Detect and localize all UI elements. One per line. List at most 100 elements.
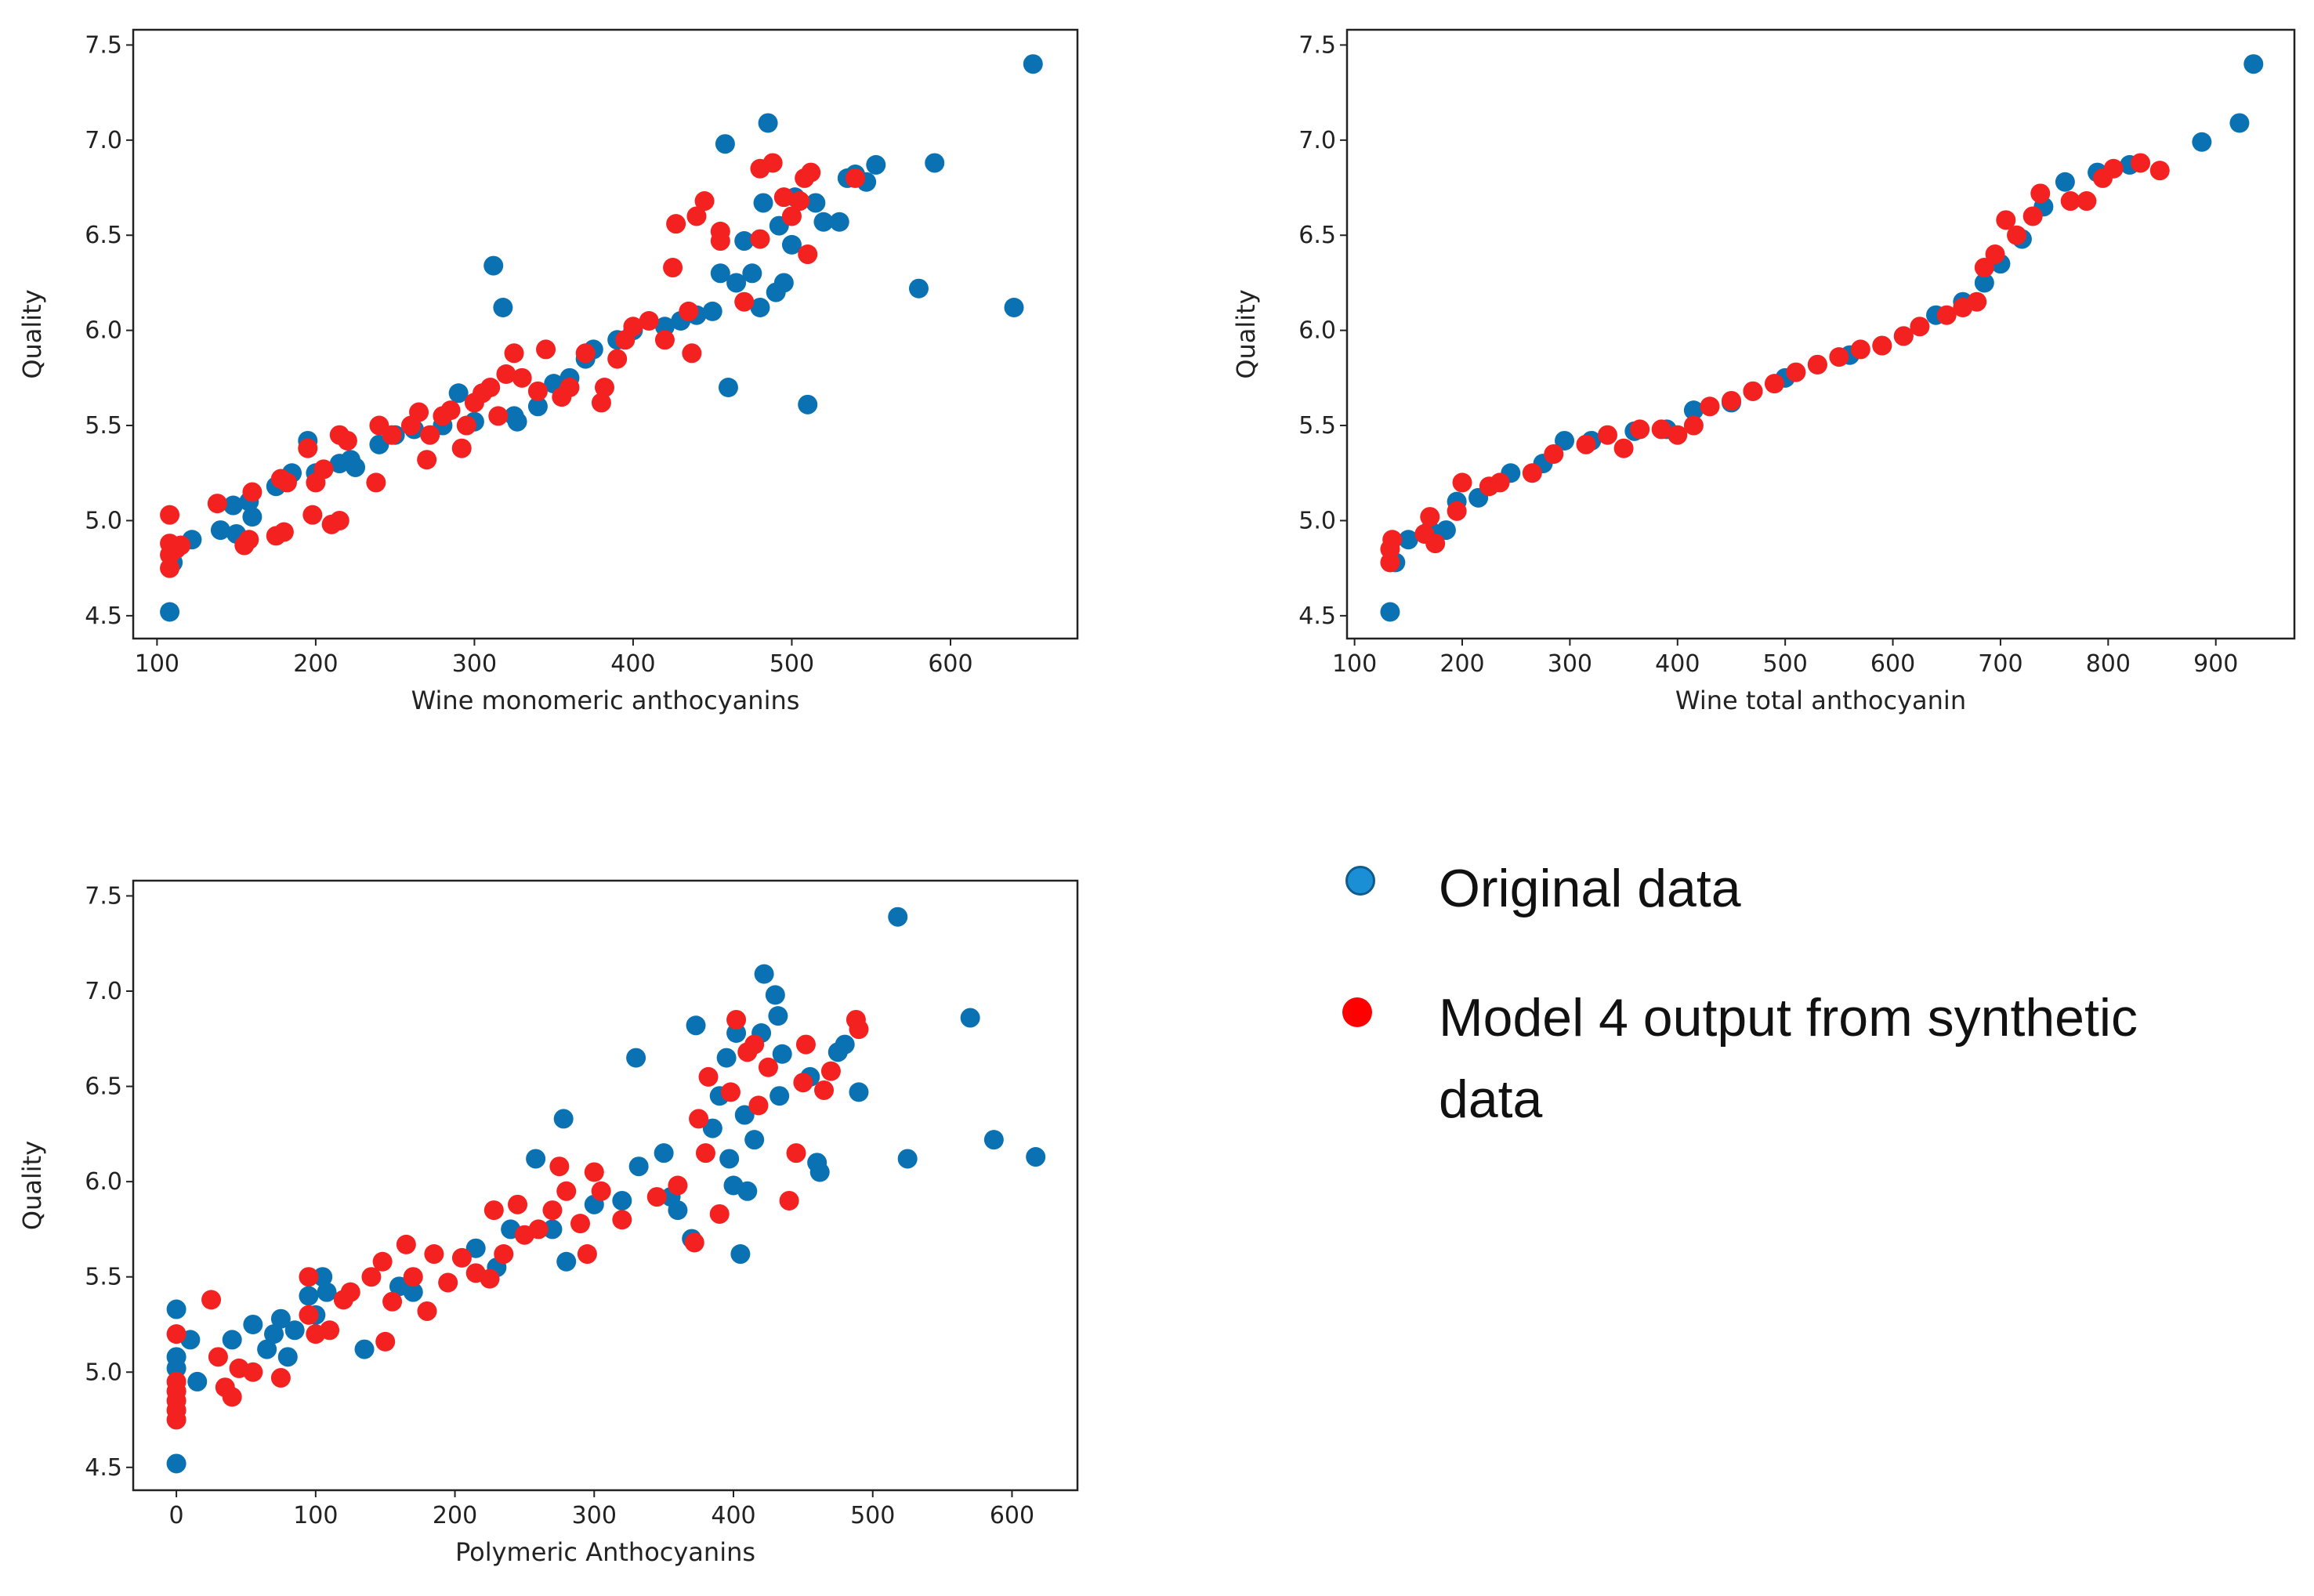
model-output-point — [1985, 244, 2005, 265]
original-data-point — [734, 231, 755, 252]
model-output-point — [508, 1194, 528, 1214]
model-output-point — [382, 425, 402, 445]
original-data-point — [758, 113, 778, 133]
model-output-point — [2030, 183, 2051, 204]
model-output-point — [679, 301, 699, 321]
model-output-point — [594, 377, 614, 397]
model-output-point — [654, 330, 675, 350]
model-output-point — [417, 450, 437, 470]
y-tick-label: 5.0 — [85, 507, 122, 534]
model-output-point — [512, 367, 532, 388]
x-tick-label: 500 — [770, 650, 814, 678]
model-output-point — [845, 168, 865, 188]
x-tick-label: 300 — [572, 1502, 617, 1529]
model-output-point — [577, 1244, 597, 1265]
model-output-point — [361, 1267, 382, 1287]
original-data-point — [277, 1347, 298, 1367]
model-output-point — [612, 1210, 632, 1230]
plot-frame — [132, 28, 1079, 640]
model-output-point — [2149, 161, 2170, 181]
model-output-point — [734, 291, 755, 312]
model-output-point — [242, 482, 263, 502]
original-data-point — [313, 1267, 333, 1287]
original-data-point — [556, 1251, 577, 1272]
model-output-point — [1967, 291, 1987, 312]
y-tick-label: 7.5 — [1298, 31, 1336, 59]
original-data-point — [628, 1156, 649, 1177]
original-data-point — [270, 1308, 291, 1329]
model-output-point — [298, 438, 318, 458]
scatter-plot-1: 100 200 300 400 500 600 4.5 5.0 5.5 6.0 6.5 7.0 7.5 W… — [17, 28, 1079, 715]
model-output-point — [1452, 472, 1472, 493]
model-output-point — [166, 1371, 186, 1392]
model-output-point — [666, 214, 686, 234]
original-data-point — [798, 394, 818, 414]
original-data-point — [1380, 602, 1400, 622]
model-output-point — [786, 1143, 806, 1164]
original-data-point — [166, 1299, 186, 1319]
y-tick-label: 5.0 — [85, 1359, 122, 1386]
x-tick-label: 100 — [135, 650, 179, 678]
original-data-point — [983, 1130, 1004, 1150]
model-output-point — [591, 393, 611, 413]
model-output-point — [559, 377, 580, 397]
model-output-point — [1893, 326, 1914, 346]
original-data-point — [626, 1048, 646, 1068]
model-output-point — [451, 438, 472, 458]
x-tick-label: 700 — [1978, 650, 2022, 678]
x-tick-label: 400 — [1655, 650, 1700, 678]
x-tick-label: 100 — [293, 1502, 338, 1529]
original-data-point — [264, 1324, 284, 1344]
model-output-point — [160, 505, 180, 525]
original-data-point — [702, 301, 722, 321]
model-output-point — [171, 535, 191, 556]
model-output-point — [682, 343, 702, 364]
model-output-point — [396, 1234, 416, 1254]
model-output-point — [1447, 501, 1467, 521]
original-data-point — [2055, 172, 2075, 192]
model-output-point — [420, 425, 440, 445]
original-data-point — [716, 1048, 737, 1068]
original-data-point — [493, 298, 513, 318]
model-output-point — [801, 162, 821, 183]
model-output-point — [1597, 425, 1617, 445]
original-data-point — [781, 234, 802, 255]
x-tick-label: 300 — [1548, 650, 1592, 678]
original-data-point — [719, 1149, 740, 1169]
original-data-point — [897, 1149, 918, 1169]
original-data-point — [317, 1282, 337, 1302]
original-data-point — [710, 263, 730, 284]
model-output-point — [773, 187, 794, 208]
original-data-point — [526, 1149, 546, 1169]
model-output-point — [480, 377, 501, 397]
model-output-point — [695, 1143, 715, 1164]
model-output-point — [698, 1066, 719, 1087]
model-output-point — [668, 1175, 688, 1196]
model-output-point — [527, 381, 548, 401]
y-axis-label: Quality — [1231, 289, 1261, 378]
original-data-point — [222, 1330, 242, 1350]
model-output-point — [549, 1156, 570, 1177]
model-output-point — [710, 231, 730, 252]
y-tick-label: 6.5 — [1298, 222, 1336, 249]
y-tick-label: 4.5 — [85, 603, 122, 630]
model-output-point — [849, 1019, 869, 1040]
model-output-point — [1829, 347, 1849, 367]
model-output-point — [686, 206, 707, 226]
original-data-point — [166, 1453, 186, 1474]
model-output-point — [750, 229, 770, 249]
legend-original-marker — [1345, 866, 1375, 896]
model-output-point — [1668, 425, 1688, 445]
model-output-point — [329, 510, 349, 530]
model-output-point — [1910, 317, 1930, 337]
x-tick-label: 400 — [711, 1502, 755, 1529]
original-data-point — [744, 1130, 765, 1150]
original-data-point — [223, 495, 244, 516]
original-data-point — [925, 153, 945, 173]
model-output-point — [814, 1080, 835, 1100]
model-output-point — [337, 430, 357, 451]
original-data-point — [1683, 400, 1704, 421]
model-output-point — [1743, 381, 1763, 401]
original-data-point — [806, 193, 826, 213]
original-data-point — [654, 1143, 674, 1164]
